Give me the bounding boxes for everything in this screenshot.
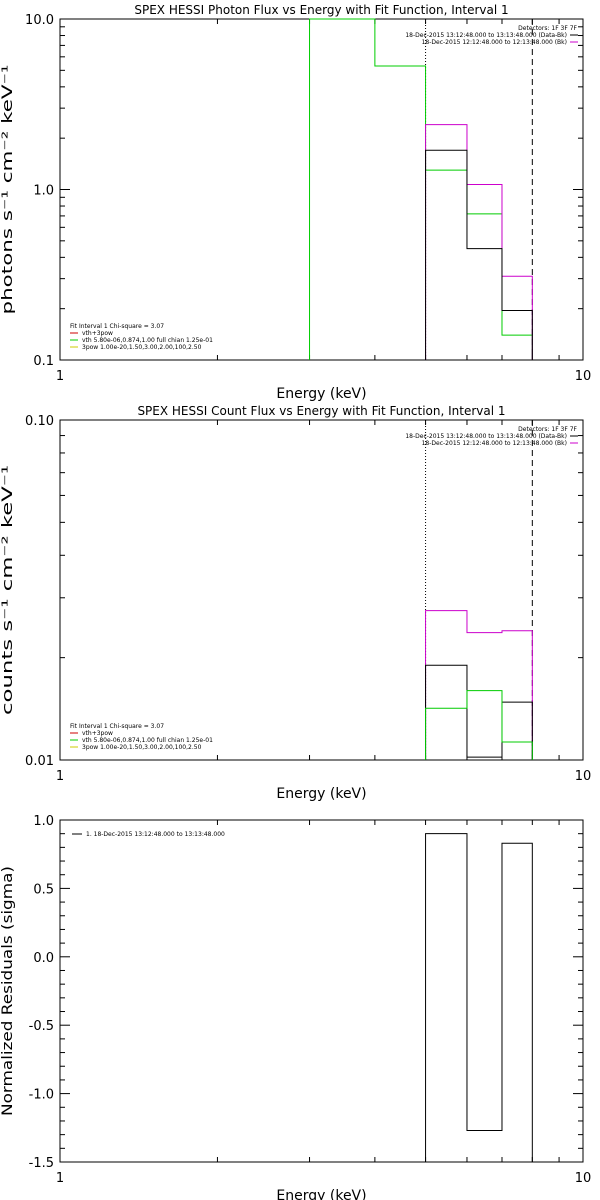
legend-entry-text: 18-Dec-2015 13:12:48.000 to 13:13:48.000… [405, 32, 567, 39]
x-axis-label: Energy (keV) [276, 1188, 366, 1200]
series-3-step [425, 149, 533, 360]
panel-2: 1 10 0.01 0.10 SPEX HESSI Count Flux vs Ener… [0, 404, 591, 802]
panel-3: 1 10 -1.5 -1.0 -0.5 0.0 0.5 1.0 Energy (keV) Norm… [0, 814, 591, 1200]
series-1-step [309, 18, 533, 360]
panel-1: 1 10 0.1 1.0 10.0 SPEX HESSI Photon Flux vs E… [0, 3, 591, 402]
series-2-step [425, 124, 533, 360]
legend-entry-text: 18-Dec-2015 13:12:48.000 to 13:13:48.000… [405, 433, 567, 440]
plot-frame [59, 18, 584, 361]
x-tick-label: 1 [56, 1171, 64, 1186]
y-tick-label: 10.0 [25, 13, 54, 28]
y-tick-label: 1.0 [33, 814, 54, 829]
series-2-step [425, 664, 533, 760]
x-tick-label: 10 [575, 369, 592, 384]
x-tick-label: 10 [575, 769, 592, 784]
x-axis-label: Energy (keV) [276, 386, 366, 402]
y-tick-label: 0.0 [33, 951, 54, 966]
legend-heading: Fit Interval 1 Chi-square = 3.07 [70, 723, 164, 730]
legend-entry-text: vth 5.80e-06,0.874,1.00 full chian 1.25e… [82, 337, 213, 344]
chart-title: SPEX HESSI Count Flux vs Energy with Fit… [137, 404, 505, 418]
y-axis-label: photons s⁻¹ cm⁻² keV⁻¹ [0, 65, 16, 315]
x-tick-label: 10 [575, 1171, 592, 1186]
legend-entry-text: 18-Dec-2015 12:12:48.000 to 12:13:48.000… [422, 39, 567, 46]
y-axis-label: Normalized Residuals (sigma) [0, 866, 16, 1116]
y-tick-label: 0.10 [25, 414, 54, 429]
y-axis-label: counts s⁻¹ cm⁻² keV⁻¹ [0, 465, 16, 715]
legend-entry-text: 1. 18-Dec-2015 13:12:48.000 to 13:13:48.… [86, 831, 225, 838]
legend-heading: Fit Interval 1 Chi-square = 3.07 [70, 323, 164, 330]
x-tick-label: 1 [56, 769, 64, 784]
x-tick-label: 1 [56, 369, 64, 384]
legend-entry-text: 3pow 1.00e-20,1.50,3.00,2.00,100,2.50 [82, 344, 202, 351]
legend-entry-text: vth+3pow [82, 730, 113, 737]
series-1-step [425, 610, 533, 760]
series-1-step [425, 833, 533, 1162]
y-tick-label: 0.1 [33, 354, 54, 369]
y-tick-label: -1.0 [29, 1088, 54, 1103]
y-tick-label: 0.01 [25, 754, 54, 769]
legend-heading: Detectors: 1F 3F 7F [518, 426, 577, 433]
series-3-step [425, 690, 533, 760]
legend-entry-text: 3pow 1.00e-20,1.50,3.00,2.00,100,2.50 [82, 744, 202, 751]
y-tick-label: -0.5 [29, 1019, 54, 1034]
plot-frame [59, 819, 584, 1163]
x-axis-label: Energy (keV) [276, 786, 366, 802]
plot-frame [59, 419, 584, 761]
legend-entry-text: 18-Dec-2015 12:12:48.000 to 12:13:48.000… [422, 440, 567, 447]
legend-heading: Detectors: 1F 3F 7F [518, 25, 577, 32]
y-tick-label: 0.5 [33, 882, 54, 897]
chart-title: SPEX HESSI Photon Flux vs Energy with Fi… [134, 3, 508, 17]
legend-entry-text: vth 5.80e-06,0.874,1.00 full chian 1.25e… [82, 737, 213, 744]
y-tick-label: 1.0 [33, 184, 54, 199]
y-tick-label: -1.5 [29, 1156, 54, 1171]
legend-entry-text: vth+3pow [82, 330, 113, 337]
